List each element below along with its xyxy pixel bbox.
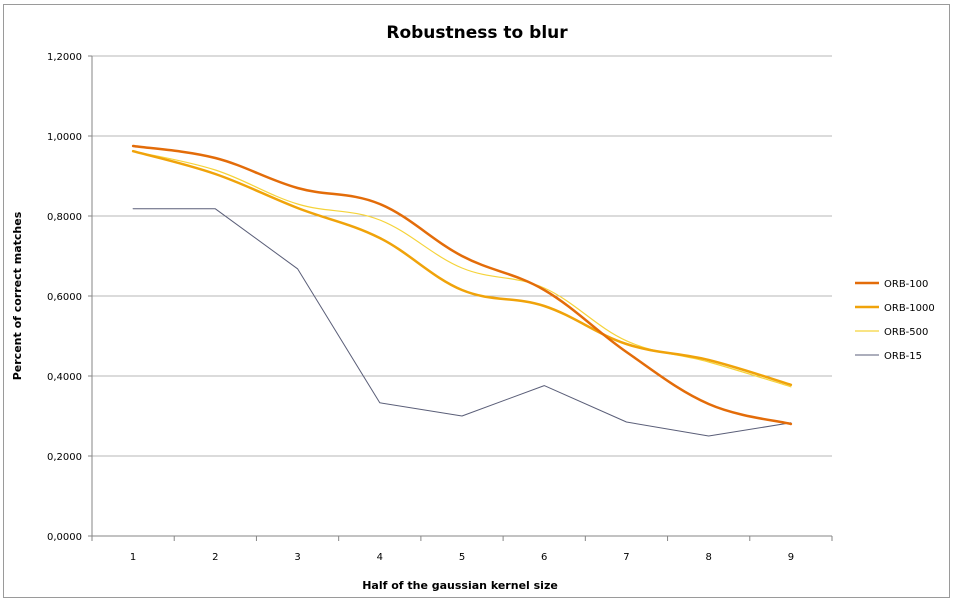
legend-label: ORB-1000 bbox=[884, 303, 935, 314]
x-tick-label: 7 bbox=[623, 552, 629, 563]
series-line-orb-15 bbox=[132, 208, 792, 437]
x-tick-label: 5 bbox=[459, 552, 465, 563]
x-tick-label: 1 bbox=[130, 552, 136, 563]
x-tick-label: 2 bbox=[212, 552, 218, 563]
legend-label: ORB-15 bbox=[884, 351, 922, 362]
y-tick-label: 0,6000 bbox=[47, 292, 82, 303]
x-tick-label: 6 bbox=[541, 552, 547, 563]
series-line-orb-100 bbox=[131, 144, 793, 426]
series-line-orb-500 bbox=[132, 150, 792, 388]
legend: ORB-100 ORB-1000 ORB-500 ORB-15 bbox=[855, 279, 935, 362]
series-line-orb-1000 bbox=[131, 149, 793, 387]
y-axis-title: Percent of correct matches bbox=[11, 211, 24, 380]
legend-label: ORB-100 bbox=[884, 279, 928, 290]
y-tick-label: 0,4000 bbox=[47, 372, 82, 383]
y-tick-labels: 0,0000 0,2000 0,4000 0,6000 0,8000 1,0000 1,20… bbox=[47, 52, 82, 543]
y-tick-label: 0,0000 bbox=[47, 532, 82, 543]
x-tick-labels: 1 2 3 4 5 6 7 8 9 bbox=[130, 552, 794, 563]
x-axis-title: Half of the gaussian kernel size bbox=[362, 579, 558, 592]
series-lines bbox=[131, 144, 793, 437]
chart-title: Robustness to blur bbox=[386, 23, 568, 43]
y-tick-label: 1,2000 bbox=[47, 52, 82, 63]
y-tick-label: 1,0000 bbox=[47, 132, 82, 143]
x-tick-label: 4 bbox=[377, 552, 383, 563]
x-tick-label: 8 bbox=[705, 552, 711, 563]
x-tick-label: 3 bbox=[294, 552, 300, 563]
y-tick-label: 0,2000 bbox=[47, 452, 82, 463]
y-tick-label: 0,8000 bbox=[47, 212, 82, 223]
gridlines bbox=[92, 55, 832, 457]
legend-label: ORB-500 bbox=[884, 327, 928, 338]
x-tick-label: 9 bbox=[788, 552, 794, 563]
chart-frame bbox=[3, 4, 950, 598]
axes bbox=[88, 55, 833, 541]
